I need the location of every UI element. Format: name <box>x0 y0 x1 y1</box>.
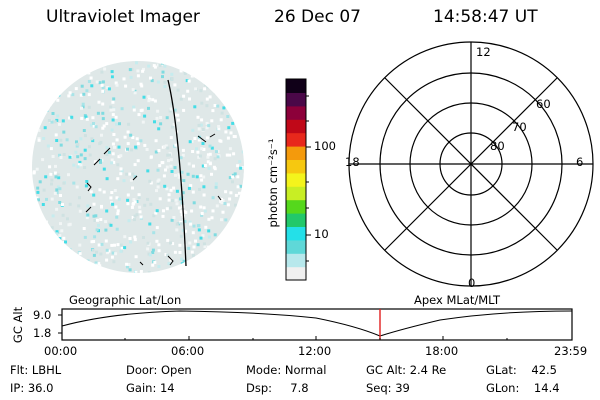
time-label: 14:58:47 UT <box>433 7 538 27</box>
info-dsp: Dsp: 7.8 <box>246 381 309 395</box>
polar-grid <box>348 41 594 287</box>
colorbar-band <box>286 159 306 174</box>
polar-label-12: 12 <box>476 45 491 59</box>
colorbar-band <box>286 105 306 120</box>
polar-label-0: 0 <box>468 276 476 290</box>
timeline-ytick-9: 9.0 <box>33 308 52 322</box>
timeline-xtick-1800: 18:00 <box>425 344 459 358</box>
colorbar-units-label: photon cm⁻²s⁻¹ <box>266 139 280 228</box>
instrument-title: Ultraviolet Imager <box>46 7 200 27</box>
colorbar-band <box>286 266 306 281</box>
timeline-left-title: Geographic Lat/Lon <box>69 293 182 307</box>
colorbar-band <box>286 199 306 214</box>
timeline-right-title: Apex MLat/MLT <box>414 293 501 307</box>
polar-label-18: 18 <box>345 155 360 169</box>
info-gc-alt: GC Alt: 2.4 Re <box>366 363 447 377</box>
polar-lat-80: 80 <box>490 139 505 153</box>
tick-marks <box>85 133 222 266</box>
timeline-xtick-1200: 12:00 <box>298 344 332 358</box>
colorbar-tick-100: 100 <box>314 139 336 153</box>
info-gain: Gain: 14 <box>126 381 175 395</box>
info-door: Door: Open <box>126 363 192 377</box>
colorbar-band <box>286 132 306 147</box>
colorbar-band <box>286 186 306 201</box>
info-glat: GLat: 42.5 <box>486 363 557 377</box>
colorbar-band <box>286 172 306 187</box>
info-filter: Flt: LBHL <box>10 363 62 377</box>
terminator-line <box>167 79 187 267</box>
polar-lat-70: 70 <box>512 120 527 134</box>
info-mode: Mode: Normal <box>246 363 327 377</box>
colorbar-band <box>286 146 306 160</box>
info-seq: Seq: 39 <box>366 381 410 395</box>
colorbar-tick-10: 10 <box>314 227 329 241</box>
timeline-ytick-1-8: 1.8 <box>33 326 52 340</box>
colorbar-band <box>286 79 306 93</box>
colorbar-frame <box>285 78 307 281</box>
colorbar <box>286 79 306 281</box>
timeline-xtick-0600: 06:00 <box>171 344 205 358</box>
timeline-ticks <box>58 314 508 340</box>
timeline-axis-title: GC Alt <box>11 306 25 343</box>
uv-image-disk <box>32 61 244 273</box>
polar-lat-60: 60 <box>536 97 551 111</box>
colorbar-band <box>286 226 306 241</box>
colorbar-band <box>286 213 306 227</box>
polar-label-6: 6 <box>576 155 584 169</box>
colorbar-band <box>286 119 306 134</box>
altitude-curve <box>61 310 573 337</box>
info-glon: GLon: 14.4 <box>486 381 560 395</box>
timeline-xtick-2359: 23:59 <box>554 344 588 358</box>
polar-diagonal-2 <box>384 77 558 251</box>
timeline-frame <box>61 308 573 341</box>
info-ip: IP: 36.0 <box>10 381 54 395</box>
date-label: 26 Dec 07 <box>274 7 361 27</box>
colorbar-band <box>286 253 306 268</box>
colorbar-band <box>286 92 306 107</box>
colorbar-band <box>286 239 306 254</box>
timeline-xtick-0000: 00:00 <box>44 344 78 358</box>
colorbar-ticks <box>306 95 311 262</box>
